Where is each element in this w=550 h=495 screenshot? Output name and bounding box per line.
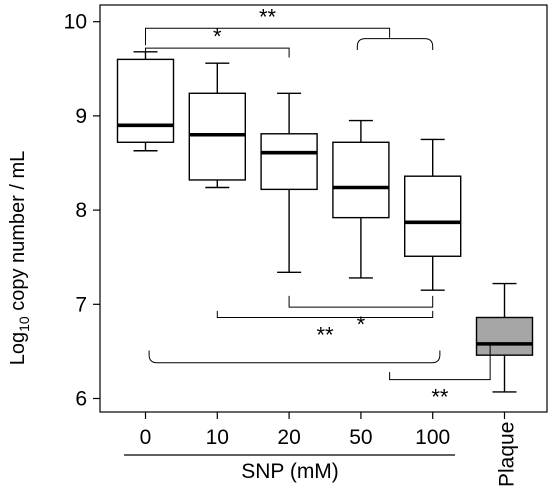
significance-bracket-1 <box>145 27 391 46</box>
box-100 <box>404 175 462 257</box>
y-axis-label: Log10 copy number / mL <box>7 151 32 366</box>
significance-bracket-6 <box>389 344 491 381</box>
significance-bracket-4 <box>216 310 434 318</box>
plot-frame <box>99 4 548 413</box>
significance-bracket-5 <box>148 350 441 364</box>
significance-bracket-3 <box>288 295 434 308</box>
significance-bracket-2 <box>356 38 434 50</box>
x-tick-label-20: 20 <box>277 426 300 449</box>
significance-label-3: * <box>357 312 366 337</box>
y-tick-label-6: 6 <box>75 388 87 411</box>
significance-label-4: ** <box>316 322 334 347</box>
box-20 <box>260 133 318 191</box>
x-tick-label-50: 50 <box>349 426 372 449</box>
box-50 <box>332 141 390 219</box>
x-tick-label-plaque: Plaque <box>496 422 519 487</box>
box-10 <box>188 92 247 181</box>
y-axis-label-subscript: 10 <box>16 316 32 332</box>
x-group-label: SNP (mM) <box>241 460 339 483</box>
y-tick-label-9: 9 <box>75 105 87 128</box>
box-0 <box>116 58 175 143</box>
y-tick-label-8: 8 <box>75 199 87 222</box>
x-tick-label-10: 10 <box>206 426 229 449</box>
x-tick-label-0: 0 <box>140 426 152 449</box>
y-axis-label-prefix: Log <box>7 332 29 365</box>
significance-label-0: * <box>213 24 222 49</box>
x-tick-label-100: 100 <box>415 426 450 449</box>
box-plaque <box>475 316 534 356</box>
significance-label-6: ** <box>431 385 449 410</box>
y-axis-label-suffix: copy number / mL <box>7 151 29 317</box>
significance-bracket-0 <box>145 47 290 58</box>
y-tick-label-10: 10 <box>64 11 87 34</box>
significance-label-1: ** <box>259 4 277 29</box>
y-tick-label-7: 7 <box>75 293 87 316</box>
